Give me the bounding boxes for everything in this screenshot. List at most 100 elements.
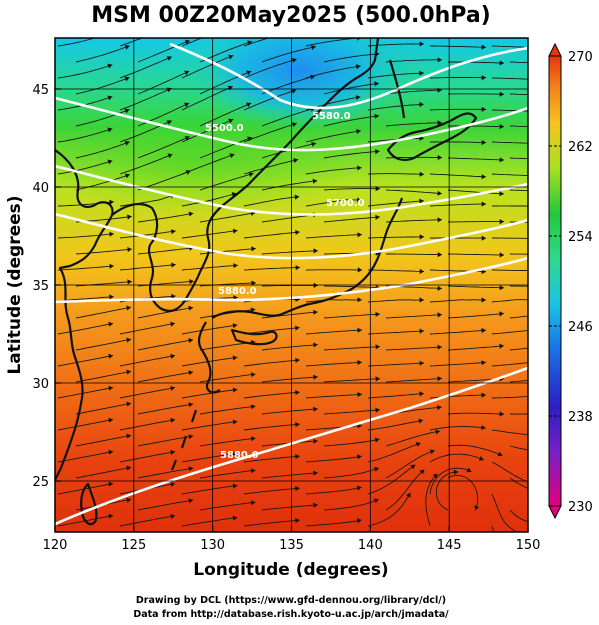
colorbar-gradient <box>548 55 562 507</box>
streamline <box>429 453 484 463</box>
streamline-arrowhead <box>499 411 504 417</box>
contour-line-5900 <box>55 366 528 526</box>
x-tick-label: 135 <box>279 538 304 553</box>
streamline-arrowhead <box>127 214 132 220</box>
streamline-arrowhead <box>232 515 238 521</box>
ryukyu-islands <box>170 409 198 471</box>
streamline-arrowhead <box>313 248 318 254</box>
colorbar-tick-label: 230 <box>568 500 593 515</box>
streamline-arrowhead <box>544 236 548 241</box>
streamline <box>261 408 318 415</box>
streamline-arrowhead <box>357 232 362 238</box>
colorbar-top-triangle <box>548 42 562 57</box>
streamline-arrowhead <box>126 369 131 375</box>
streamline-arrowhead <box>184 39 190 45</box>
streamline-arrowhead <box>107 127 113 133</box>
x-axis-title: Longitude (degrees) <box>193 560 388 580</box>
streamline <box>243 455 300 463</box>
streamline-arrowhead <box>295 229 300 235</box>
streamline-arrowhead <box>499 124 504 130</box>
streamline <box>305 299 362 303</box>
streamline-arrowhead <box>356 128 361 134</box>
streamline-arrowhead <box>418 418 424 424</box>
streamline-arrowhead <box>437 57 442 63</box>
streamline <box>75 370 132 383</box>
streamline <box>367 393 424 399</box>
streamline <box>323 82 379 95</box>
streamline <box>429 173 486 178</box>
streamline <box>447 412 505 415</box>
streamline-arrowhead <box>474 505 480 511</box>
streamline-arrowhead <box>357 392 362 398</box>
contour-line-5580 <box>55 96 528 152</box>
streamline-arrowhead <box>481 425 486 431</box>
streamline-arrowhead <box>171 229 176 235</box>
streamline <box>119 87 172 111</box>
streamline-arrowhead <box>229 153 235 159</box>
streamline <box>75 108 130 127</box>
streamline-arrowhead <box>291 57 297 63</box>
streamline-arrowhead <box>437 405 442 411</box>
y-tick-label: 30 <box>32 377 49 392</box>
streamline <box>199 405 256 415</box>
streamline-arrowhead <box>375 149 380 155</box>
streamline-arrowhead <box>437 154 442 161</box>
streamline-arrowhead <box>410 464 416 470</box>
streamline <box>385 59 442 63</box>
streamline <box>491 299 528 303</box>
contour-label: 5500.0 <box>205 123 244 134</box>
streamline-arrowhead <box>171 293 176 299</box>
streamline <box>509 157 528 160</box>
streamline <box>367 442 421 463</box>
kyushu <box>197 321 221 394</box>
streamline-arrowhead <box>232 419 238 425</box>
x-tick-label: 140 <box>358 538 383 553</box>
streamline <box>447 313 504 319</box>
streamline <box>429 108 486 111</box>
streamline-arrowhead <box>170 321 175 327</box>
streamline <box>119 419 176 431</box>
streamline <box>243 89 297 111</box>
streamline <box>137 435 194 447</box>
streamline <box>181 453 238 463</box>
contour-label: 5880.0 <box>218 286 257 297</box>
height-contours <box>55 42 528 526</box>
streamline <box>57 64 113 79</box>
streamline-arrowhead <box>357 518 362 524</box>
y-axis: 25 30 35 40 45 <box>32 83 61 490</box>
streamline <box>305 393 362 399</box>
streamline-arrowhead <box>562 189 566 194</box>
streamline-arrowhead <box>499 285 504 291</box>
y-axis-title: Latitude (degrees) <box>5 195 25 374</box>
streamline-arrowhead <box>108 417 113 423</box>
streamline-arrowhead <box>170 385 175 391</box>
streamline-arrowhead <box>419 171 424 177</box>
streamline-arrowhead <box>310 74 315 80</box>
streamline-arrowhead <box>108 513 113 519</box>
streamline-arrowhead <box>126 465 131 471</box>
streamline-arrowhead <box>561 341 566 346</box>
streamline-arrowhead <box>562 126 566 131</box>
colorbar-tick-label: 254 <box>568 230 593 245</box>
streamline-arrowhead <box>481 75 486 81</box>
china-korea-coastline <box>55 149 114 481</box>
streamline-arrowhead <box>481 235 486 241</box>
y-tick-label: 35 <box>32 279 49 294</box>
streamline-arrowhead <box>374 113 379 119</box>
streamline <box>137 40 190 63</box>
streamline-arrowhead <box>357 267 362 273</box>
taiwan <box>80 482 98 526</box>
streamline-arrowhead <box>357 327 362 333</box>
streamline <box>305 130 361 143</box>
streamline-arrowhead <box>537 483 542 488</box>
streamline <box>385 314 442 319</box>
streamline <box>367 330 424 335</box>
streamline <box>261 107 316 127</box>
colorbar-tick-label: 238 <box>568 410 593 425</box>
streamline-arrowhead <box>437 312 442 318</box>
streamline <box>119 322 176 335</box>
streamline-arrowhead <box>478 456 484 461</box>
streamline-arrowhead <box>375 311 380 317</box>
streamline-arrowhead <box>232 451 238 457</box>
streamline-arrowhead <box>419 198 424 204</box>
